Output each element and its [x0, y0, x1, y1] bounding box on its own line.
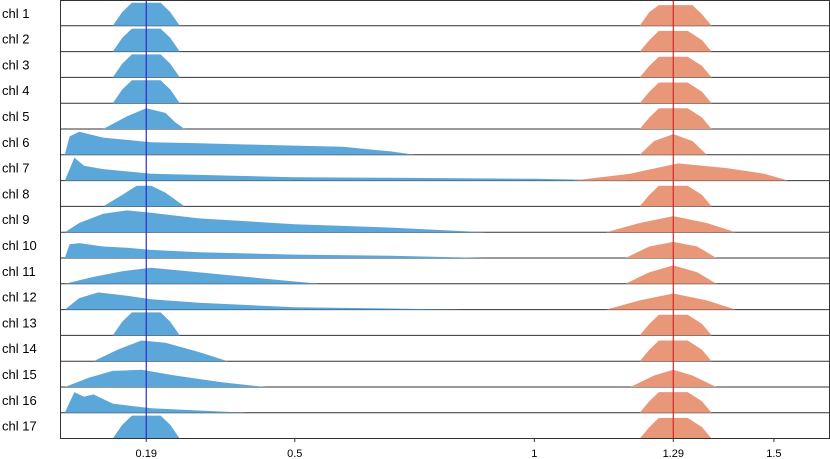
- orange-ridge: [606, 216, 736, 233]
- row-label: chl 3: [2, 57, 29, 72]
- blue-ridge: [64, 210, 487, 233]
- orange-ridge: [625, 241, 717, 258]
- row-label: chl 2: [2, 32, 29, 47]
- row-label: chl 6: [2, 135, 29, 150]
- row-label: chl 1: [2, 6, 29, 21]
- row-label: chl 11: [2, 264, 36, 279]
- row-labels: chl 1 chl 2 chl 3 chl 4 chl 5 chl 6 chl 7 chl 8…: [2, 6, 37, 434]
- row-label: chl 17: [2, 419, 37, 434]
- blue-ridge: [64, 157, 631, 181]
- x-tick-label: 1: [531, 448, 537, 459]
- orange-ridge: [639, 340, 712, 362]
- orange-ridge: [572, 163, 789, 181]
- row-label: chl 14: [2, 341, 37, 356]
- row-label: chl 10: [2, 238, 37, 253]
- row-label: chl 16: [2, 393, 37, 408]
- orange-ridge: [639, 82, 712, 104]
- blue-ridge: [64, 267, 319, 284]
- orange-ridge: [639, 392, 712, 413]
- orange-ridge: [639, 30, 712, 52]
- orange-ridge: [639, 185, 712, 207]
- row-label: chl 4: [2, 83, 29, 98]
- row-label: chl 9: [2, 212, 29, 227]
- orange-ridge: [606, 293, 736, 310]
- orange-ridge: [639, 5, 712, 26]
- blue-ridge: [93, 340, 228, 362]
- orange-ridge: [639, 108, 712, 129]
- row-label: chl 12: [2, 290, 37, 305]
- blue-ridge: [64, 131, 415, 155]
- blue-ridge: [64, 243, 487, 258]
- blue-ridge: [103, 185, 185, 207]
- blue-ridge: [64, 392, 247, 413]
- row-label: chl 15: [2, 367, 37, 382]
- reference-lines: [145, 0, 674, 438]
- ridges: [64, 2, 789, 439]
- row-label: chl 7: [2, 161, 29, 176]
- row-label: chl 8: [2, 186, 29, 201]
- x-tick-label: 1.5: [766, 448, 781, 459]
- orange-ridge: [639, 56, 712, 78]
- x-tick-label: 0.5: [287, 448, 302, 459]
- blue-ridge: [64, 292, 463, 310]
- orange-ridge: [639, 314, 712, 336]
- x-tick-label: 0.19: [136, 448, 157, 459]
- blue-ridge: [64, 369, 266, 387]
- orange-ridge: [625, 265, 717, 284]
- row-label: chl 5: [2, 109, 29, 124]
- blue-ridge: [103, 108, 185, 129]
- orange-ridge: [639, 417, 712, 439]
- x-tick-label: 1.29: [663, 448, 684, 459]
- row-label: chl 13: [2, 315, 37, 330]
- x-axis-ticks: 0.19 0.5 1 1.29 1.5: [136, 438, 782, 459]
